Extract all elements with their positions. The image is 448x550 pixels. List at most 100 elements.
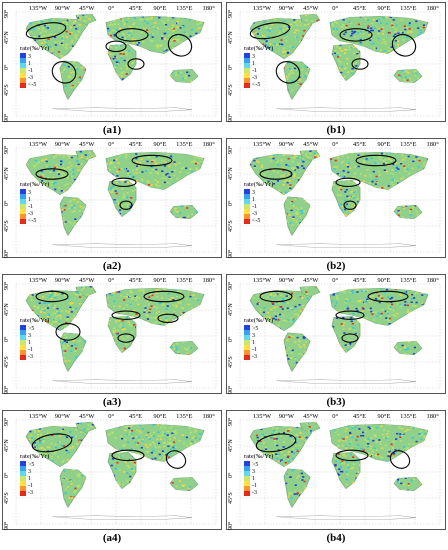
legend-swatch <box>244 350 250 355</box>
legend-swatch <box>20 340 26 345</box>
legend-swatch <box>244 68 250 73</box>
legend-swatch <box>244 63 250 68</box>
map-svg-b1: 135°W 90°W 45°W 0° 45°E 90°E 135°E 180° 90° 45°N 0… <box>226 2 446 122</box>
continent-australia <box>393 204 423 219</box>
highlight-ellipse <box>131 154 173 167</box>
legend-swatch <box>244 209 250 214</box>
highlight-ellipse <box>389 450 411 469</box>
lon-label: 45°W <box>79 141 95 148</box>
lat-label: 45°N <box>3 303 10 316</box>
highlight-ellipse <box>127 58 145 70</box>
lat-label: 0° <box>3 200 10 206</box>
lat-label: 45°N <box>3 439 10 452</box>
lat-label: 90° <box>3 417 10 426</box>
map-svg-a3: 135°W 90°W 45°W 0° 45°E 90°E 135°E 180° 90° 45°N 0… <box>2 274 222 394</box>
lat-label: 45°S <box>3 84 10 96</box>
legend-swatch <box>244 471 250 476</box>
lon-label: 90°E <box>377 277 390 284</box>
lat-label: 45°S <box>3 492 10 504</box>
legend-swatch <box>20 350 26 355</box>
lon-label: 45°E <box>129 277 142 284</box>
legend-tick: 1 <box>28 197 31 203</box>
legend-swatch <box>20 68 26 73</box>
continent-africa <box>107 44 137 82</box>
lat-label: 90° <box>3 281 10 290</box>
legend-tick: 3 <box>28 190 31 196</box>
lon-label: 0° <box>108 141 114 148</box>
continent-eurasia <box>329 15 429 54</box>
continent-antarctica <box>275 379 417 385</box>
legend-tick: -3 <box>252 211 257 217</box>
legend-swatch <box>244 78 250 83</box>
highlight-ellipse <box>259 168 293 180</box>
map-panel-a2: 135°W 90°W 45°W 0° 45°E 90°E 135°E 180° 90° 45°N 0… <box>2 138 222 258</box>
panel-caption: (a2) <box>102 260 122 272</box>
lon-label: 135°E <box>400 141 416 148</box>
legend-tick: 1 <box>252 340 255 346</box>
lat-label: 0° <box>227 472 234 478</box>
lon-label: 135°E <box>176 413 192 420</box>
continent-antarctica <box>275 107 417 113</box>
lat-label: 0° <box>3 64 10 70</box>
lat-label: 90° <box>3 113 10 122</box>
legend-swatch <box>20 83 26 88</box>
legend-tick: -3 <box>28 354 33 360</box>
continent-samerica <box>283 332 311 373</box>
highlight-ellipse <box>143 290 185 303</box>
legend-swatch <box>244 204 250 209</box>
map-panel-b2: 135°W 90°W 45°W 0° 45°E 90°E 135°E 180° 90° 45°N 0… <box>226 138 446 258</box>
legend-tick: -3 <box>28 211 33 217</box>
lon-label: 180° <box>203 141 216 148</box>
legend-title: rate(‰/Yr) <box>20 317 49 324</box>
highlight-ellipse <box>391 33 417 57</box>
highlight-ellipse <box>117 333 135 343</box>
lat-label: 0° <box>227 336 234 342</box>
panel-caption: (b4) <box>326 532 346 544</box>
lat-label: 90° <box>3 9 10 18</box>
lon-label: 45°E <box>129 5 142 12</box>
lon-label: 135°W <box>29 5 48 12</box>
highlight-ellipse <box>259 290 293 303</box>
legend-swatch <box>20 461 26 466</box>
panel-caption: (b1) <box>326 124 346 136</box>
lon-label: 90°W <box>55 413 71 420</box>
legend-tick: 1 <box>28 476 31 482</box>
legend-title: rate(‰/Yr) <box>244 453 273 460</box>
lat-label: 0° <box>3 336 10 342</box>
continent-eurasia <box>105 423 205 462</box>
lon-label: 45°E <box>353 277 366 284</box>
lat-label: 90° <box>227 417 234 426</box>
continent-africa <box>107 180 137 218</box>
lon-label: 90°W <box>279 277 295 284</box>
legend-tick: -1 <box>28 68 33 74</box>
lon-label: 0° <box>332 141 338 148</box>
highlight-ellipse <box>105 40 127 53</box>
highlight-ellipse <box>51 61 77 84</box>
lon-label: 135°E <box>176 277 192 284</box>
legend-swatch <box>20 219 26 224</box>
lat-label: 45°S <box>3 220 10 232</box>
lon-label: 135°W <box>29 141 48 148</box>
legend-tick: <-5 <box>252 82 260 88</box>
legend-swatch <box>244 476 250 481</box>
lat-label: 0° <box>227 64 234 70</box>
legend-swatch <box>244 345 250 350</box>
lat-label: 45°N <box>227 303 234 316</box>
highlight-ellipse <box>31 433 73 453</box>
legend-tick: >5 <box>252 462 258 468</box>
legend-title: rate(‰/Yr) <box>20 45 49 52</box>
legend-swatch <box>244 214 250 219</box>
legend-tick: <-5 <box>28 218 36 224</box>
legend-swatch <box>20 53 26 58</box>
lat-label: 90° <box>3 145 10 154</box>
legend-swatch <box>244 58 250 63</box>
lat-label: 90° <box>227 113 234 122</box>
continent-namerica <box>249 154 313 196</box>
lat-label: 0° <box>227 200 234 206</box>
legend-title: rate(‰/Yr) <box>20 453 49 460</box>
lat-label: 90° <box>227 145 234 154</box>
continent-antarctica <box>51 107 193 113</box>
highlight-ellipse <box>111 449 145 462</box>
legend-swatch <box>244 340 250 345</box>
highlight-ellipse <box>119 200 133 210</box>
